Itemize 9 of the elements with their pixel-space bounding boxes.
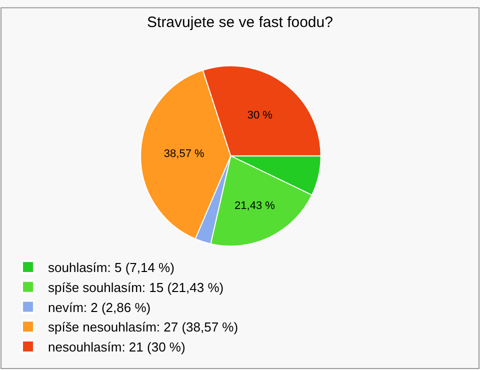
legend-label: spíše nesouhlasím: 27 (38,57 %) <box>48 320 238 335</box>
legend-label: nesouhlasím: 21 (30 %) <box>48 340 186 355</box>
legend-label: spíše souhlasím: 15 (21,43 %) <box>48 280 224 295</box>
legend-label: nevím: 2 (2,86 %) <box>48 300 151 315</box>
data-label: 38,57 % <box>164 148 204 160</box>
data-label: 21,43 % <box>234 200 276 212</box>
chart-title: Stravujete se ve fast foodu? <box>147 14 333 32</box>
data-label: 30 % <box>247 110 273 122</box>
legend-label: souhlasím: 5 (7,14 %) <box>48 260 174 276</box>
